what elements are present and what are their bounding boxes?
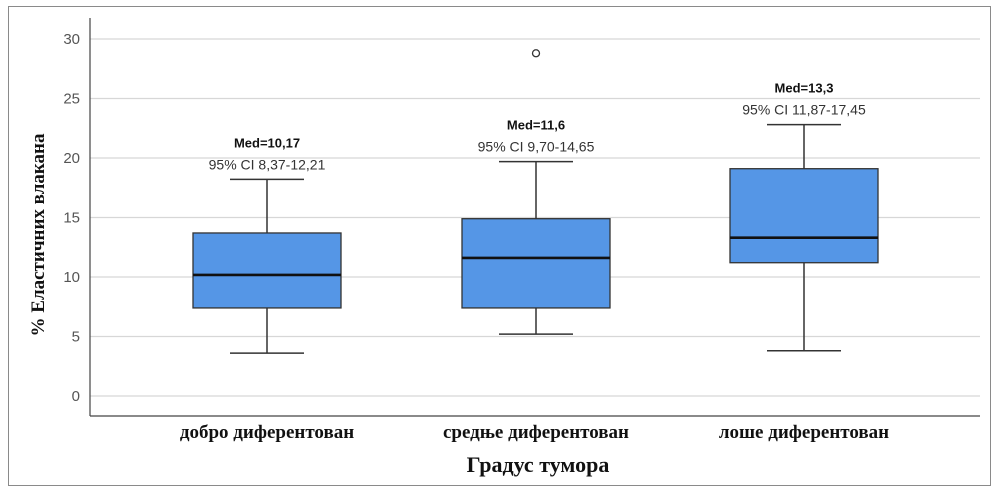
x-category-label: добро диферентован — [180, 422, 354, 443]
y-tick-label: 5 — [72, 329, 80, 346]
ci-annotation: 95% CI 8,37-12,21 — [209, 156, 326, 172]
outlier-point — [531, 49, 541, 58]
y-tick-label: 0 — [72, 388, 80, 405]
y-tick-label: 25 — [63, 91, 80, 108]
y-tick-label: 30 — [63, 31, 80, 48]
iqr-box — [461, 218, 611, 309]
box-group: Med=11,6 95% CI 9,70-14,65 — [461, 49, 611, 335]
x-category-label: средње диферентован — [443, 422, 629, 443]
y-tick-label: 20 — [63, 150, 80, 167]
axes — [89, 18, 980, 417]
y-axis-ticks: 0 5 10 15 20 25 30 — [63, 31, 80, 405]
x-category-label: лоше диферентован — [719, 422, 889, 443]
y-axis-label: % Еластичних влакана — [28, 133, 49, 336]
box-group: Med=13,3 95% CI 11,87-17,45 — [729, 81, 879, 352]
grid-lines — [90, 38, 980, 397]
y-tick-label: 10 — [63, 269, 80, 286]
boxes: Med=10,17 95% CI 8,37-12,21 Med=11,6 95% CI… — [192, 49, 879, 354]
median-annotation: Med=11,6 — [507, 118, 565, 133]
ci-annotation: 95% CI 9,70-14,65 — [478, 139, 595, 155]
median-annotation: Med=13,3 — [775, 81, 834, 96]
ci-annotation: 95% CI 11,87-17,45 — [742, 102, 866, 118]
iqr-box — [729, 168, 879, 264]
iqr-box — [192, 232, 342, 309]
x-axis-label: Градус тумора — [467, 452, 610, 477]
median-annotation: Med=10,17 — [234, 135, 300, 150]
x-axis-categories: добро диферентован средње диферентован лош… — [180, 422, 889, 443]
box-group: Med=10,17 95% CI 8,37-12,21 — [192, 135, 342, 354]
y-tick-label: 15 — [63, 210, 80, 227]
